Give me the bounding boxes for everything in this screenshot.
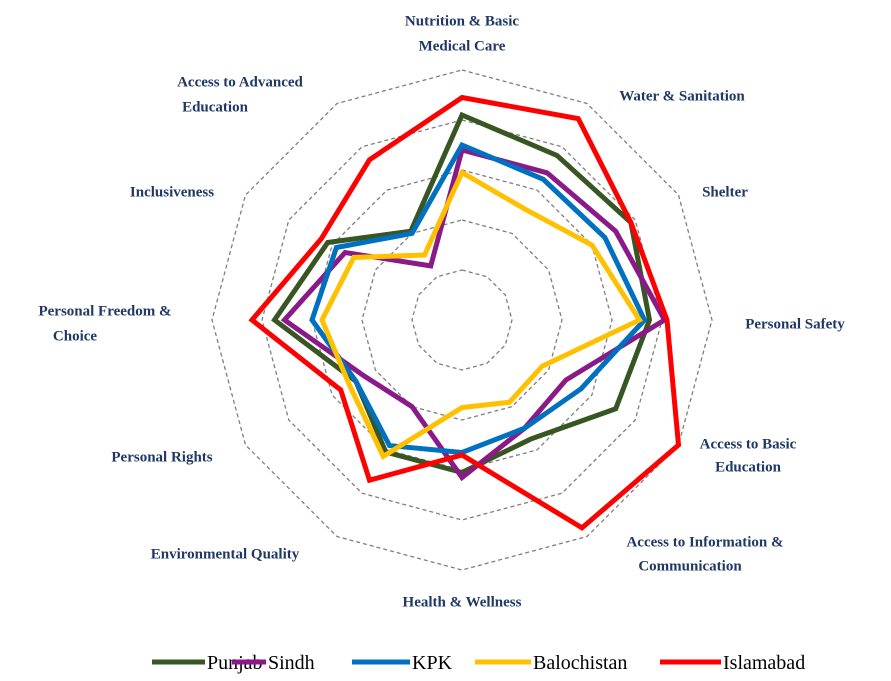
axis-label: Personal Safety bbox=[745, 316, 845, 332]
axis-label: Health & Wellness bbox=[403, 594, 522, 610]
grid-ring bbox=[361, 219, 563, 421]
series-line bbox=[248, 94, 682, 531]
axis-label: Choice bbox=[53, 328, 98, 344]
axis-label: Education bbox=[715, 459, 782, 475]
axis-label: Medical Care bbox=[419, 38, 506, 54]
grid-ring bbox=[411, 269, 513, 371]
legend-label: KPK bbox=[412, 652, 453, 674]
series-line bbox=[271, 111, 653, 476]
series-line bbox=[319, 168, 644, 460]
series-line bbox=[280, 146, 668, 482]
axis-label: Shelter bbox=[702, 184, 748, 200]
axis-label: Access to Advanced bbox=[177, 74, 303, 90]
axis-label: Nutrition & Basic bbox=[405, 13, 520, 29]
axis-label: Inclusiveness bbox=[130, 184, 214, 200]
legend-label: Islamabad bbox=[723, 652, 805, 674]
axis-label: Environmental Quality bbox=[151, 546, 300, 562]
legend-label: Sindh bbox=[268, 652, 315, 674]
axis-label: Access to Information & bbox=[626, 534, 783, 550]
axis-label: Access to Basic bbox=[700, 436, 797, 452]
axis-label: Personal Rights bbox=[111, 449, 212, 465]
axis-label: Personal Freedom & bbox=[38, 303, 171, 319]
legend-label: Balochistan bbox=[533, 652, 627, 674]
axis-label: Communication bbox=[638, 558, 742, 574]
axis-label: Water & Sanitation bbox=[619, 88, 745, 104]
axis-label: Education bbox=[182, 99, 249, 115]
